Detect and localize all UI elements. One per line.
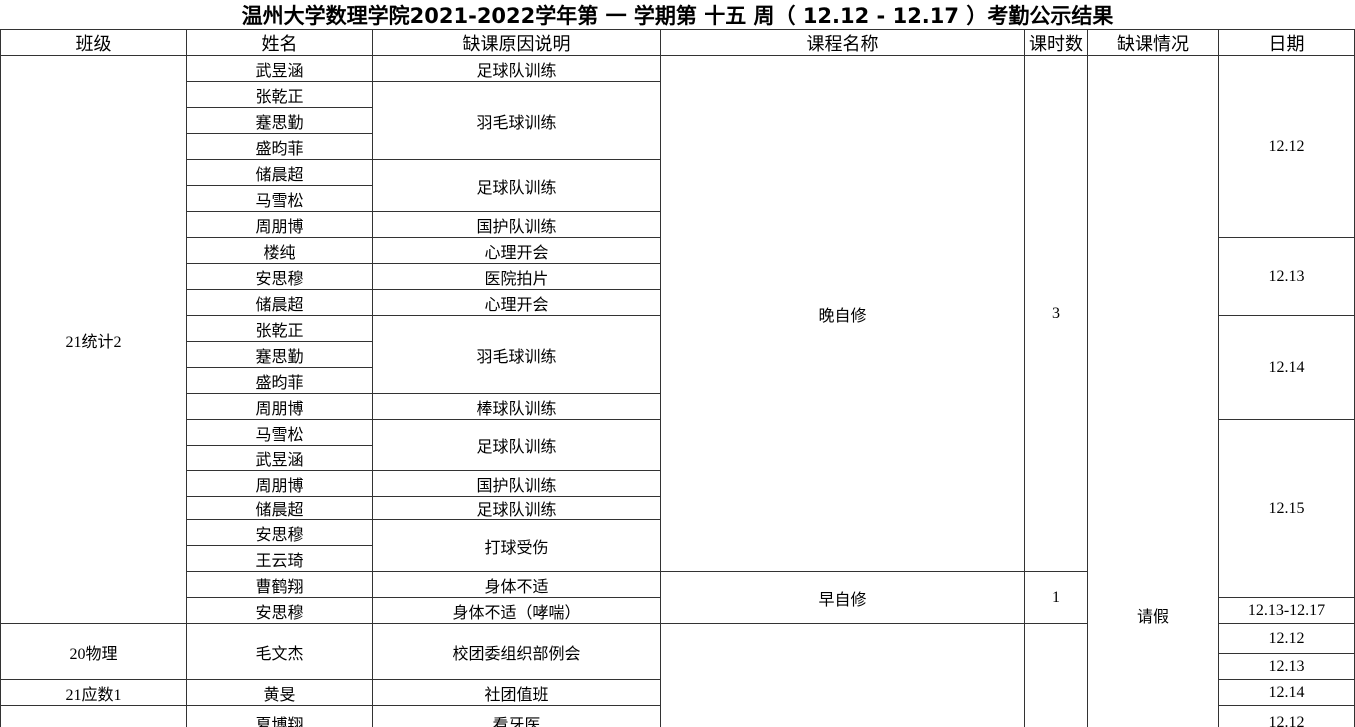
empty-cell — [0, 706, 187, 727]
date: 12.15 — [1219, 420, 1355, 598]
student-name: 黄旻 — [187, 680, 373, 706]
absence-reason: 足球队训练 — [373, 497, 661, 520]
class-hours: 3 — [1025, 56, 1088, 572]
empty-cell — [661, 624, 1025, 727]
student-name: 王云琦 — [187, 546, 373, 572]
student-name: 张乾正 — [187, 82, 373, 108]
student-name: 储晨超 — [187, 290, 373, 316]
class-hours: 1 — [1025, 572, 1088, 624]
date: 12.13 — [1219, 238, 1355, 316]
course-name: 早自修 — [661, 572, 1025, 624]
absence-reason: 棒球队训练 — [373, 394, 661, 420]
absence-reason: 羽毛球训练 — [373, 316, 661, 394]
absence-reason: 看牙医 — [373, 706, 661, 727]
date: 12.12 — [1219, 624, 1355, 654]
class: 21应数1 — [0, 680, 187, 706]
absence-reason: 身体不适 — [373, 572, 661, 598]
absence-reason: 校团委组织部例会 — [373, 624, 661, 680]
absence-reason: 足球队训练 — [373, 56, 661, 82]
student-name: 周朋博 — [187, 471, 373, 497]
absence-reason: 足球队训练 — [373, 420, 661, 471]
column-header: 日期 — [1219, 30, 1355, 56]
course-name: 晚自修 — [661, 56, 1025, 572]
student-name: 盛昀菲 — [187, 368, 373, 394]
student-name: 安思穆 — [187, 264, 373, 290]
column-header: 课时数 — [1025, 30, 1088, 56]
class: 21统计2 — [0, 56, 187, 624]
student-name: 夏博翔 — [187, 706, 373, 727]
student-name: 蹇思勤 — [187, 342, 373, 368]
sheet-title: 温州大学数理学院2021-2022学年第 一 学期第 十五 周（ 12.12 -… — [0, 0, 1355, 30]
student-name: 储晨超 — [187, 160, 373, 186]
date: 12.14 — [1219, 316, 1355, 420]
student-name: 武昱涵 — [187, 56, 373, 82]
student-name: 周朋博 — [187, 212, 373, 238]
absence-reason: 打球受伤 — [373, 520, 661, 572]
absence-reason: 心理开会 — [373, 238, 661, 264]
absence-reason: 国护队训练 — [373, 212, 661, 238]
column-header: 班级 — [0, 30, 187, 56]
student-name: 马雪松 — [187, 420, 373, 446]
absence-reason: 医院拍片 — [373, 264, 661, 290]
column-header: 缺课情况 — [1088, 30, 1219, 56]
student-name: 楼纯 — [187, 238, 373, 264]
date: 12.13 — [1219, 654, 1355, 680]
absence-reason: 身体不适（哮喘） — [373, 598, 661, 624]
student-name: 储晨超 — [187, 497, 373, 520]
student-name: 毛文杰 — [187, 624, 373, 680]
student-name: 安思穆 — [187, 598, 373, 624]
student-name: 曹鹤翔 — [187, 572, 373, 598]
date: 12.13-12.17 — [1219, 598, 1355, 624]
student-name: 周朋博 — [187, 394, 373, 420]
date: 12.12 — [1219, 706, 1355, 727]
student-name: 盛昀菲 — [187, 134, 373, 160]
student-name: 武昱涵 — [187, 446, 373, 471]
absence-reason: 羽毛球训练 — [373, 82, 661, 160]
empty-cell — [1025, 624, 1088, 727]
class: 20物理 — [0, 624, 187, 680]
student-name: 马雪松 — [187, 186, 373, 212]
column-header: 缺课原因说明 — [373, 30, 661, 56]
date: 12.14 — [1219, 680, 1355, 706]
date: 12.12 — [1219, 56, 1355, 238]
student-name: 安思穆 — [187, 520, 373, 546]
absence-reason: 心理开会 — [373, 290, 661, 316]
absence-reason: 足球队训练 — [373, 160, 661, 212]
student-name: 蹇思勤 — [187, 108, 373, 134]
absence-reason: 社团值班 — [373, 680, 661, 706]
column-header: 姓名 — [187, 30, 373, 56]
absence-reason: 国护队训练 — [373, 471, 661, 497]
absence-status: 请假 — [1088, 56, 1219, 727]
student-name: 张乾正 — [187, 316, 373, 342]
column-header: 课程名称 — [661, 30, 1025, 56]
